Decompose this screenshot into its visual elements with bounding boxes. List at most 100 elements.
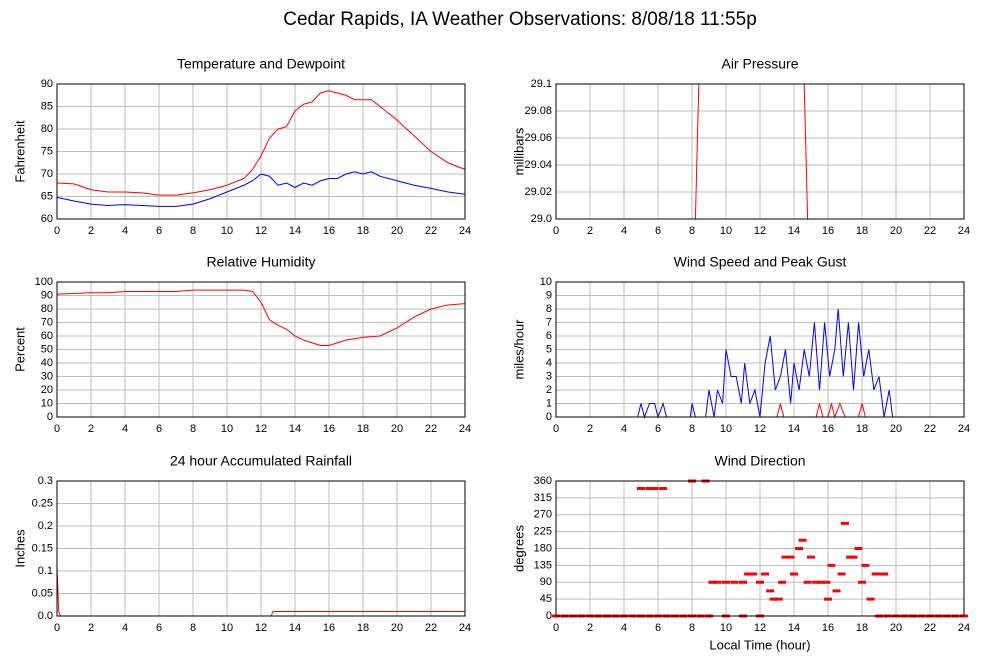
y-tick-label: 0.0 [38, 610, 53, 622]
x-tick-label: 20 [391, 225, 403, 237]
x-tick-label: 20 [890, 622, 902, 634]
data-point [713, 580, 722, 584]
data-point [790, 572, 798, 576]
x-tick-label: 18 [856, 423, 868, 435]
x-tick-label: 20 [890, 423, 902, 435]
x-tick-label: 2 [587, 423, 593, 435]
x-tick-label: 6 [156, 225, 162, 237]
plot-frame [555, 83, 965, 220]
x-tick-label: 24 [958, 225, 970, 237]
x-tick-label: 4 [122, 225, 128, 237]
data-point [841, 521, 849, 525]
x-tick-label: 14 [788, 622, 800, 634]
subplot: Relative HumidityPercent0102030405060708… [12, 254, 471, 435]
subplot-title: Temperature and Dewpoint [177, 56, 345, 72]
data-point [817, 580, 826, 584]
data-point [730, 580, 739, 584]
y-tick-label: 20 [41, 384, 53, 396]
y-tick-label: 0 [546, 411, 552, 423]
y-tick-label: 29.04 [524, 159, 552, 171]
y-tick-label: 80 [41, 303, 53, 315]
x-tick-label: 14 [289, 423, 301, 435]
subplot: Wind Speed and Peak Gustmiles/hour012345… [511, 254, 970, 435]
x-tick-label: 20 [391, 423, 403, 435]
y-axis-label: degrees [511, 525, 526, 572]
x-tick-label: 16 [822, 225, 834, 237]
subplot: Wind Direction degrees Local Time (hour) 0 4… [511, 453, 970, 653]
y-tick-label: 85 [41, 100, 53, 112]
y-tick-label: 0.25 [32, 497, 53, 509]
subplot-title: Relative Humidity [207, 254, 316, 270]
y-axis-label: Percent [12, 327, 27, 372]
y-tick-label: 75 [41, 145, 53, 157]
data-point [803, 580, 812, 584]
x-tick-label: 8 [689, 225, 695, 237]
x-tick-label: 2 [587, 622, 593, 634]
y-tick-label: 50 [41, 343, 53, 355]
data-point [650, 487, 659, 490]
data-point [866, 597, 875, 601]
data-point [849, 555, 858, 559]
subplot-title: Wind Speed and Peak Gust [674, 254, 847, 270]
x-tick-label: 24 [958, 423, 970, 435]
x-tick-label: 2 [88, 622, 94, 634]
data-point [766, 589, 775, 593]
plot-frame [56, 281, 466, 418]
x-tick-label: 18 [856, 622, 868, 634]
x-tick-label: 18 [856, 225, 868, 237]
x-tick-label: 22 [425, 423, 437, 435]
y-tick-label: 8 [546, 303, 552, 315]
data-point [781, 555, 790, 559]
data-point [786, 555, 795, 559]
x-tick-label: 8 [190, 225, 196, 237]
x-tick-label: 8 [190, 622, 196, 634]
x-tick-label: 4 [122, 423, 128, 435]
y-tick-label: 6 [546, 330, 552, 342]
x-tick-label: 8 [689, 423, 695, 435]
y-tick-label: 30 [41, 370, 53, 382]
y-tick-label: 0.3 [38, 475, 53, 487]
y-tick-label: 29.08 [524, 105, 552, 117]
data-point [858, 580, 866, 584]
y-tick-label: 9 [546, 289, 552, 301]
y-tick-label: 135 [534, 559, 552, 571]
data-point [645, 487, 654, 490]
data-point [795, 547, 804, 550]
y-tick-label: 270 [534, 509, 552, 521]
subplot-title: Air Pressure [721, 56, 798, 72]
data-point [837, 572, 846, 576]
data-point [637, 487, 645, 490]
data-line [56, 90, 466, 196]
x-tick-label: 12 [255, 225, 267, 237]
data-point [778, 580, 787, 584]
y-tick-label: 4 [546, 357, 552, 369]
x-tick-label: 14 [788, 225, 800, 237]
data-point [822, 580, 831, 584]
data-point [861, 563, 870, 567]
y-tick-label: 60 [41, 213, 53, 225]
y-axis-label: millibars [511, 127, 526, 175]
x-tick-label: 0 [54, 225, 60, 237]
y-tick-label: 315 [534, 492, 552, 504]
x-tick-label: 0 [54, 423, 60, 435]
data-point [722, 580, 730, 584]
x-tick-label: 2 [88, 423, 94, 435]
y-tick-label: 0.15 [32, 542, 53, 554]
x-tick-label: 4 [621, 225, 627, 237]
data-point [708, 580, 717, 584]
x-tick-label: 12 [255, 423, 267, 435]
data-point [756, 580, 764, 584]
y-tick-label: 0.05 [32, 587, 53, 599]
x-tick-label: 4 [122, 622, 128, 634]
subplot: 24 hour Accumulated Rainfall Inches 0.0 0.0… [12, 453, 471, 634]
plot-frame [56, 83, 466, 220]
x-tick-label: 24 [459, 423, 471, 435]
y-tick-label: 80 [41, 123, 53, 135]
y-tick-label: 0 [47, 411, 53, 423]
data-line [556, 402, 964, 419]
y-tick-label: 29.1 [531, 78, 552, 90]
data-point [832, 589, 841, 593]
data-point [769, 597, 778, 601]
main-title: Cedar Rapids, IA Weather Observations: 8… [283, 9, 757, 30]
x-tick-label: 4 [621, 423, 627, 435]
